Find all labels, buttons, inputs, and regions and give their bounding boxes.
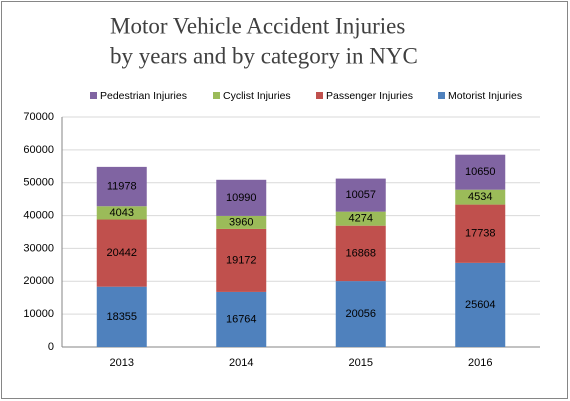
data-label: 10057 — [345, 189, 376, 201]
x-tick-label: 2013 — [110, 357, 134, 369]
bar-segment — [96, 286, 147, 347]
data-label: 20056 — [345, 308, 376, 320]
bar-segment — [335, 178, 386, 212]
legend-label: Cyclist Injuries — [223, 90, 291, 102]
y-tick-label: 20000 — [23, 275, 54, 287]
data-label: 16868 — [345, 247, 376, 259]
y-tick-label: 0 — [48, 341, 54, 353]
bar-segment — [96, 206, 147, 220]
legend-label: Pedestrian Injuries — [100, 90, 187, 102]
data-label: 10990 — [226, 192, 257, 204]
data-label: 4043 — [110, 207, 134, 219]
data-label: 10650 — [465, 166, 496, 178]
chart-title-line: Motor Vehicle Accident Injuries — [110, 13, 405, 38]
bar-segment — [216, 228, 267, 292]
bar-segment — [335, 281, 386, 347]
bar-segment — [335, 225, 386, 282]
data-label: 17738 — [465, 228, 496, 240]
bar-segment — [455, 204, 506, 263]
legend-swatch — [213, 92, 220, 99]
y-tick-label: 30000 — [23, 242, 54, 254]
bar-segment — [455, 262, 506, 347]
bar-segment — [96, 166, 147, 207]
data-label: 4274 — [349, 213, 373, 225]
bar-segment — [216, 215, 267, 229]
y-tick-label: 40000 — [23, 209, 54, 221]
bar-segment — [216, 179, 267, 216]
y-tick-label: 10000 — [23, 308, 54, 320]
data-label: 18355 — [106, 311, 137, 323]
y-tick-label: 60000 — [23, 144, 54, 156]
legend-swatch — [90, 92, 97, 99]
bar-segment — [335, 211, 386, 226]
bar-segment — [216, 291, 267, 347]
data-label: 11978 — [107, 180, 137, 192]
data-label: 25604 — [465, 299, 496, 311]
bar-segment — [455, 189, 506, 205]
data-label: 3960 — [229, 216, 253, 228]
bar-segment — [96, 219, 147, 287]
data-label: 19172 — [226, 254, 257, 266]
chart-title-line: by years and by category in NYC — [110, 43, 418, 68]
legend-swatch — [438, 92, 445, 99]
legend-label: Passenger Injuries — [326, 90, 413, 102]
x-tick-label: 2015 — [349, 357, 373, 369]
data-label: 16764 — [226, 313, 257, 325]
x-tick-label: 2014 — [229, 357, 253, 369]
legend-label: Motorist Injuries — [448, 90, 522, 102]
legend-swatch — [316, 92, 323, 99]
bar-segment — [455, 154, 506, 190]
data-label: 20442 — [106, 247, 137, 259]
x-tick-label: 2016 — [468, 357, 492, 369]
y-tick-label: 50000 — [23, 177, 54, 189]
data-label: 4534 — [468, 191, 492, 203]
y-tick-label: 70000 — [23, 111, 54, 123]
